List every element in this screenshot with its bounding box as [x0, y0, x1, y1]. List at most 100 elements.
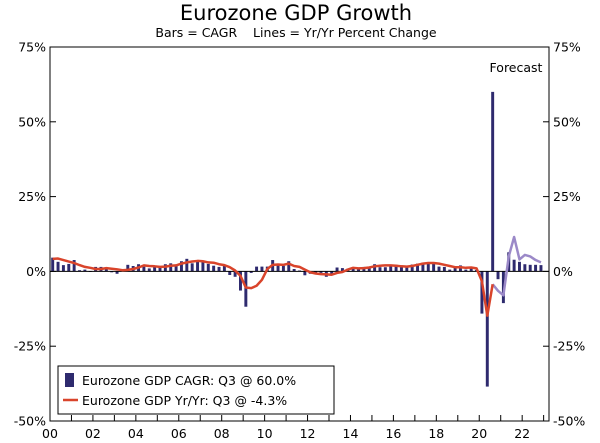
cagr-bar — [335, 267, 339, 272]
x-ticks: 00 02 04 06 08 10 12 14 16 18 20 22 — [42, 415, 545, 441]
cagr-bar — [539, 265, 543, 272]
cagr-bar — [416, 263, 420, 272]
legend-swatch-bars — [65, 373, 74, 387]
yoy-actual-line — [52, 257, 494, 317]
cagr-bar — [394, 264, 398, 272]
cagr-bar — [373, 264, 377, 272]
cagr-bar — [244, 271, 248, 307]
cagr-bar — [260, 266, 264, 272]
x-tick-label: 08 — [214, 426, 230, 441]
cagr-bar — [292, 269, 296, 272]
cagr-bar — [239, 271, 242, 291]
y-tick-label-left: -25% — [14, 339, 46, 354]
cagr-bar — [523, 264, 527, 272]
cagr-bar — [233, 271, 237, 277]
cagr-bar — [437, 266, 441, 272]
cagr-bar — [528, 264, 532, 272]
cagr-bar — [174, 264, 178, 272]
cagr-bar — [485, 271, 489, 387]
legend-box — [57, 365, 335, 415]
x-tick-label: 06 — [171, 426, 187, 441]
cagr-bar — [179, 261, 183, 272]
x-tick-label: 02 — [85, 426, 101, 441]
cagr-bar — [222, 264, 226, 272]
cagr-bar — [147, 268, 151, 272]
cagr-bar — [276, 265, 280, 272]
cagr-bar — [158, 267, 162, 272]
cagr-bar — [367, 266, 371, 272]
cagr-bar — [389, 265, 393, 272]
bar-series — [51, 91, 543, 387]
y-tick-label-right: 25% — [553, 189, 581, 204]
cagr-bar — [518, 261, 521, 272]
cagr-bar — [464, 269, 468, 272]
line-series — [52, 235, 542, 317]
y-tick-label-left: 50% — [18, 114, 46, 129]
forecast-annotation: Forecast — [490, 60, 543, 75]
cagr-bar — [67, 263, 71, 272]
cagr-bar — [383, 267, 387, 272]
legend: Eurozone GDP CAGR: Q3 @ 60.0% Eurozone G… — [57, 365, 335, 415]
cagr-bar — [255, 266, 259, 272]
y-tick-label-left: -50% — [14, 414, 46, 429]
y-tick-label-right: 50% — [553, 114, 581, 129]
cagr-bar — [169, 263, 173, 272]
cagr-bar — [228, 271, 232, 275]
cagr-bar — [303, 271, 307, 276]
cagr-bar — [491, 91, 495, 272]
cagr-bar — [378, 267, 382, 272]
legend-label-bars: Eurozone GDP CAGR: Q3 @ 60.0% — [82, 373, 296, 388]
y-tick-label-left: 75% — [18, 40, 46, 55]
cagr-bar — [496, 271, 500, 280]
y-tick-label-right: -25% — [553, 339, 585, 354]
cagr-bar — [281, 265, 285, 272]
cagr-bar — [249, 271, 253, 273]
cagr-bar — [212, 265, 216, 272]
x-tick-label: 12 — [300, 426, 316, 441]
chart-title: Eurozone GDP Growth — [180, 1, 412, 25]
y-tick-label-right: 0% — [553, 264, 573, 279]
cagr-bar — [340, 268, 344, 272]
cagr-bar — [287, 261, 291, 272]
cagr-bar — [442, 266, 446, 272]
cagr-bar — [421, 262, 425, 272]
x-tick-label: 18 — [428, 426, 444, 441]
cagr-bar — [534, 264, 538, 272]
cagr-bar — [405, 266, 409, 272]
cagr-bar — [83, 269, 87, 272]
cagr-bar — [432, 262, 436, 272]
legend-label-line: Eurozone GDP Yr/Yr: Q3 @ -4.3% — [82, 393, 287, 408]
y-tick-label-right: -50% — [553, 414, 585, 429]
cagr-bar — [426, 263, 430, 272]
x-tick-label: 00 — [42, 426, 58, 441]
cagr-bar — [185, 258, 189, 272]
x-tick-label: 22 — [514, 426, 530, 441]
cagr-bar — [153, 266, 157, 272]
x-tick-label: 04 — [128, 426, 144, 441]
cagr-bar — [217, 266, 221, 272]
cagr-bar — [453, 267, 457, 272]
cagr-bar — [399, 267, 403, 272]
cagr-bar — [512, 259, 516, 272]
cagr-bar — [357, 269, 360, 272]
x-tick-label: 20 — [471, 426, 487, 441]
cagr-bar — [206, 263, 210, 272]
cagr-bar — [330, 271, 334, 275]
plot-frame — [49, 46, 550, 422]
y-tick-label-left: 0% — [26, 264, 46, 279]
cagr-bar — [72, 260, 76, 272]
cagr-bar — [319, 271, 323, 273]
cagr-bar — [56, 261, 60, 272]
cagr-bar — [78, 270, 81, 272]
cagr-bar — [61, 265, 65, 272]
cagr-bar — [410, 264, 414, 272]
cagr-bar — [469, 268, 473, 272]
cagr-bar — [190, 263, 194, 272]
cagr-bar — [448, 269, 452, 272]
yoy-forecast-line — [491, 235, 542, 297]
y-ticks-right: 75% 50% 25% 0% -25% -50% — [543, 40, 585, 429]
cagr-bar — [480, 271, 484, 314]
y-ticks-left: 75% 50% 25% 0% -25% -50% — [14, 40, 56, 429]
